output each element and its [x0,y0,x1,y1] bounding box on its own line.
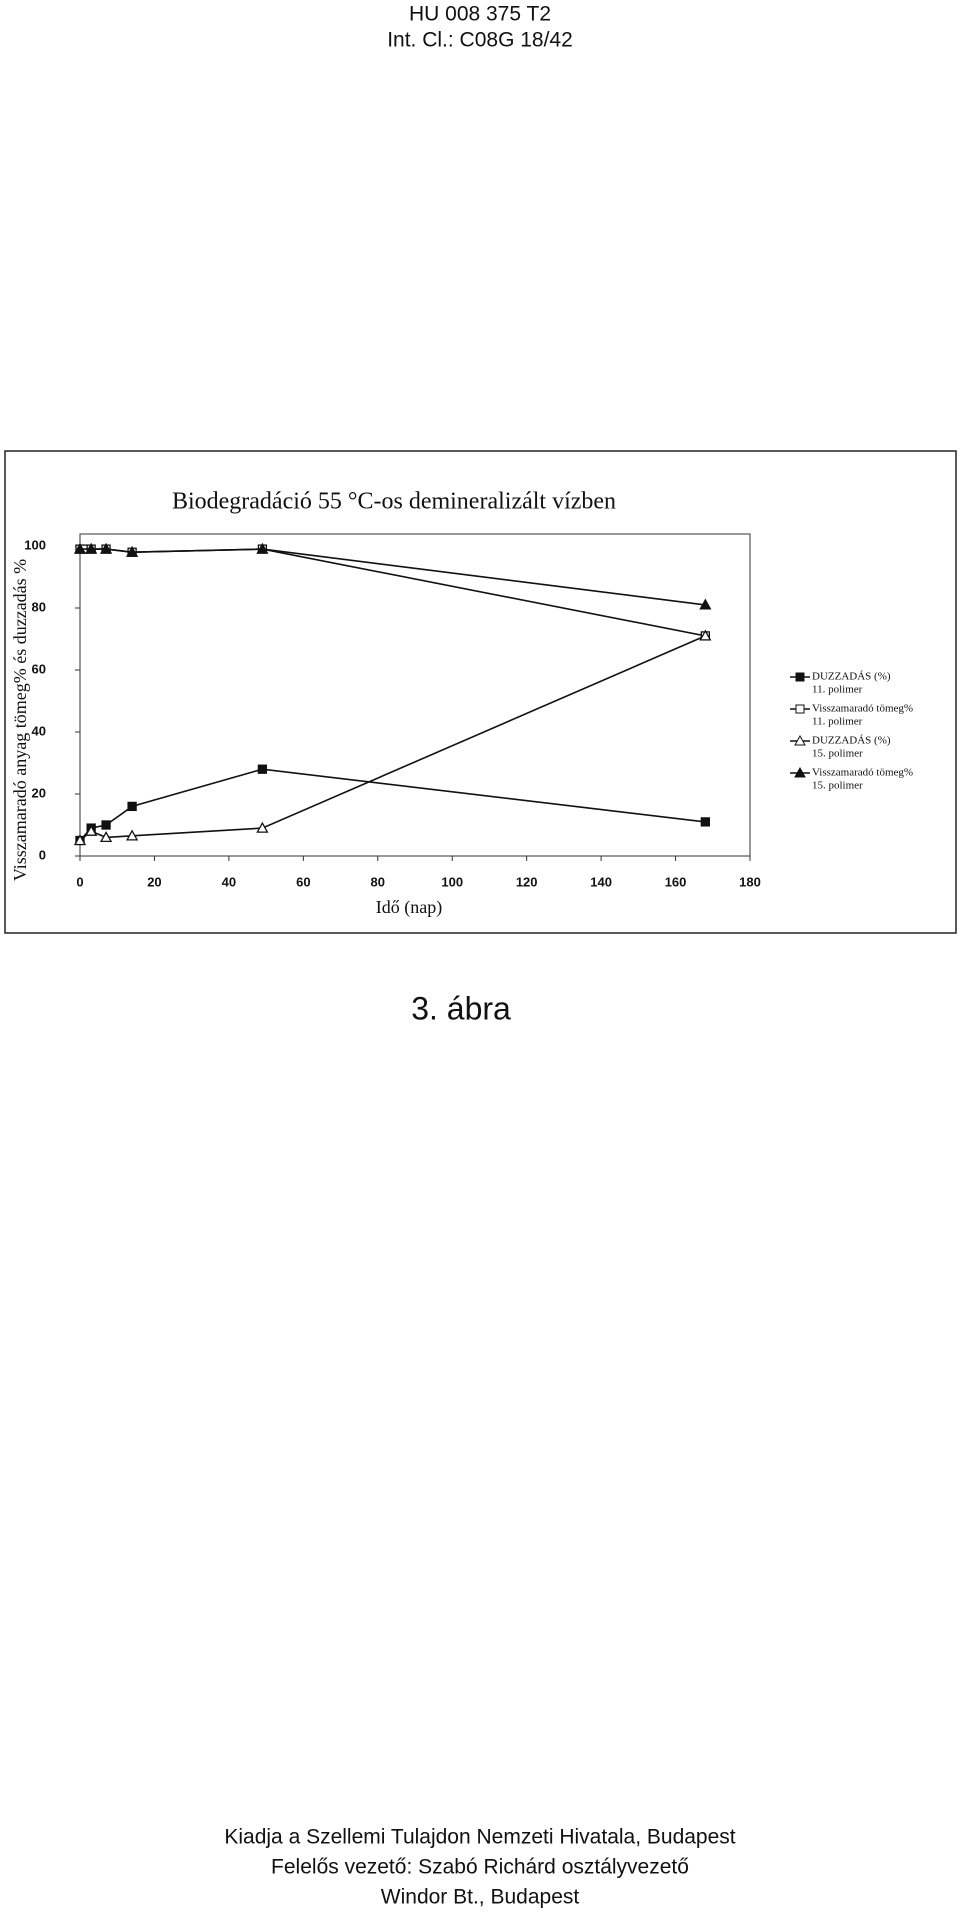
legend-label: DUZZADÁS (%) [812,735,891,747]
legend-sublabel: 11. polimer [812,684,863,696]
patent-class: Int. Cl.: C08G 18/42 [387,29,573,52]
data-point [85,824,98,836]
x-axis-label: Idő (nap) [376,897,442,918]
data-point [256,542,269,554]
legend-sublabel: 11. polimer [812,716,863,728]
data-point [73,542,87,554]
x-tick-label: 180 [739,874,761,889]
data-point [101,820,111,830]
x-tick-label: 60 [296,874,310,889]
data-point [73,834,87,846]
chart-frame [4,450,957,934]
data-point [257,764,268,774]
x-tick-label: 100 [441,874,463,889]
data-point [699,629,712,641]
footer-line: Kiadja a Szellemi Tulajdon Nemzeti Hivat… [224,1826,735,1849]
x-tick-label: 160 [665,874,687,889]
x-tick-label: 80 [371,874,385,889]
legend-label: Visszamaradó tömeg% [812,703,913,715]
legend-marker [795,672,805,682]
x-tick-label: 20 [147,874,161,889]
y-tick-label: 20 [32,785,46,800]
series-line [79,635,706,842]
y-tick-label: 100 [24,537,46,552]
x-tick-label: 0 [76,874,83,889]
legend-sublabel: 15. polimer [812,780,863,792]
y-axis-label: Visszamaradó anyag tömeg% és duzzadás % [10,559,30,881]
legend-marker [794,766,806,778]
footer-line: Windor Bt., Budapest [381,1886,580,1909]
legend-label: DUZZADÁS (%) [812,671,891,683]
chart-title: Biodegradáció 55 °C-os demineralizált ví… [172,489,616,515]
y-tick-label: 40 [32,723,46,738]
legend-marker [794,734,806,746]
series-line [79,768,706,842]
legend-label: Visszamaradó tömeg% [812,767,913,779]
plot-area [79,533,751,857]
data-point [699,598,712,610]
x-tick-label: 40 [222,874,236,889]
footer-line: Felelős vezető: Szabó Richárd osztályvez… [271,1856,689,1879]
data-point [99,831,113,843]
y-tick-label: 80 [32,599,46,614]
legend-marker [795,704,805,714]
legend-sublabel: 15. polimer [812,748,863,760]
figure-caption: 3. ábra [411,990,511,1026]
series-line [80,548,706,606]
y-tick-label: 60 [32,661,46,676]
data-point [126,829,139,841]
y-tick-label: 0 [39,847,46,862]
data-point [127,801,137,812]
data-point [700,817,710,827]
x-tick-label: 140 [590,874,612,889]
data-point [99,542,113,554]
data-point [85,542,98,554]
data-point [256,821,269,833]
patent-number: HU 008 375 T2 [409,3,551,26]
data-point [126,545,139,557]
x-tick-label: 120 [516,874,538,889]
